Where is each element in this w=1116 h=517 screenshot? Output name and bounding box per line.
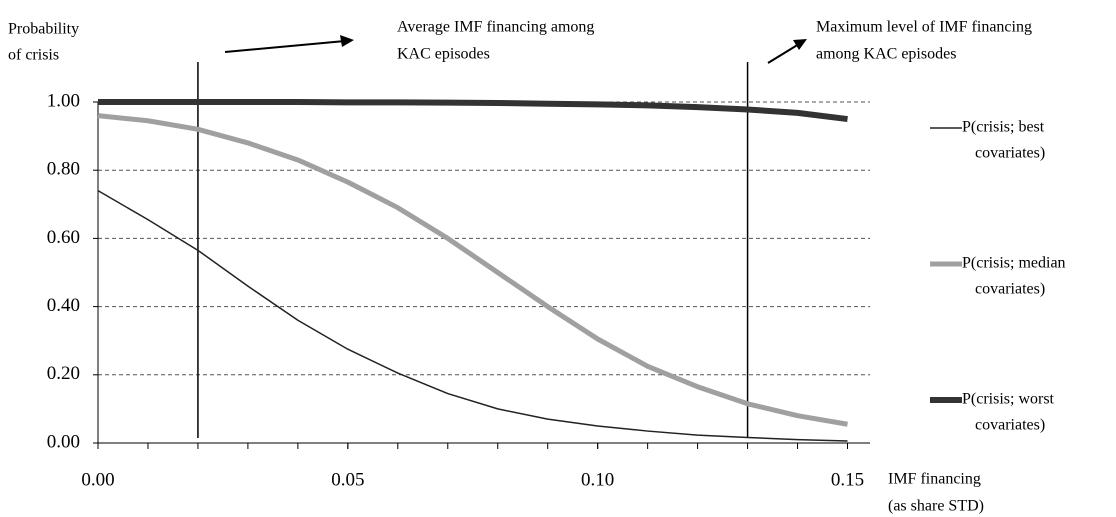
legend-label: covariates) (975, 281, 1045, 298)
x-tick-label: 0.15 (831, 469, 864, 490)
x-tick-label: 0.10 (581, 469, 614, 490)
y-tick-label: 0.40 (47, 295, 80, 316)
series-line (97, 113, 848, 427)
legend-label: P(crisis; worst (962, 391, 1055, 408)
y-tick-label: 0.80 (47, 159, 80, 180)
reference-label: Maximum level of IMF financing (816, 19, 1032, 36)
arrow-head (793, 39, 807, 50)
reference-label: among KAC episodes (816, 46, 956, 63)
legend-label: covariates) (975, 417, 1045, 434)
series-line (98, 99, 848, 123)
y-tick-label: 0.00 (47, 431, 80, 452)
arrow-head (340, 35, 354, 47)
legend-label: covariates) (975, 145, 1045, 162)
arrow (224, 40, 346, 53)
series-line (97, 190, 848, 442)
x-tick-label: 0.00 (81, 469, 114, 490)
x-axis-label: IMF financing (888, 471, 981, 488)
y-tick-label: 0.20 (47, 363, 80, 384)
legend-label: P(crisis; median (962, 255, 1066, 272)
reference-label: KAC episodes (397, 46, 490, 63)
y-axis-label: of crisis (8, 47, 59, 64)
legend-label: P(crisis; best (962, 119, 1045, 136)
y-tick-label: 0.60 (47, 227, 80, 248)
x-tick-label: 0.05 (331, 469, 364, 490)
y-axis-label: Probability (8, 21, 79, 38)
x-axis-label: (as share STD) (888, 498, 984, 515)
arrow (767, 43, 800, 64)
reference-label: Average IMF financing among (397, 19, 594, 36)
y-tick-label: 1.00 (47, 90, 80, 111)
